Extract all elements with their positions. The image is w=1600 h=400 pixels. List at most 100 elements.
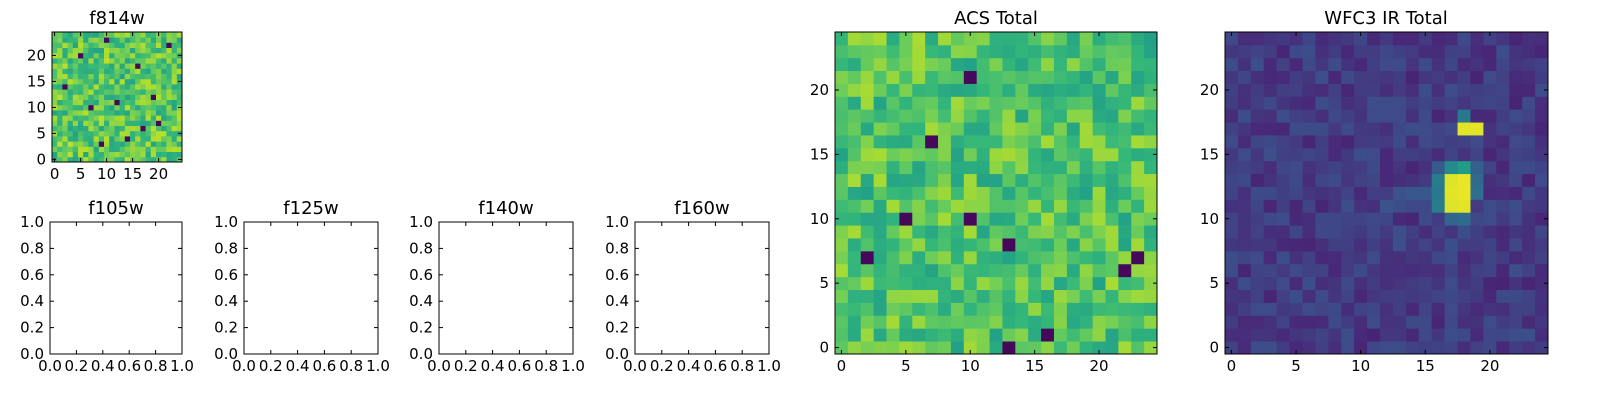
- heatmap-cell: [925, 57, 939, 72]
- heatmap-cell: [1496, 147, 1510, 162]
- heatmap-cell: [124, 52, 131, 59]
- heatmap-cell: [1041, 341, 1055, 355]
- heatmap-cell: [1431, 44, 1446, 59]
- heatmap-cell: [1289, 276, 1303, 290]
- heatmap-cell: [166, 78, 172, 85]
- heatmap-cell: [925, 199, 939, 213]
- heatmap-cell: [899, 328, 913, 342]
- heatmap-cell: [57, 32, 63, 38]
- x-tick-label: 20: [1089, 357, 1108, 375]
- heatmap-cell: [78, 125, 84, 132]
- heatmap-cell: [989, 83, 1003, 97]
- heatmap-cell: [1380, 160, 1394, 175]
- heatmap-cell: [1367, 147, 1381, 162]
- heatmap-cell: [161, 32, 167, 38]
- heatmap-cell: [1028, 263, 1042, 278]
- x-tick-label: 0.6: [312, 357, 336, 375]
- heatmap-cell: [1053, 250, 1068, 265]
- heatmap-cell: [52, 37, 58, 43]
- heatmap-cell: [1144, 57, 1158, 72]
- heatmap-cell: [171, 73, 178, 80]
- heatmap-cell: [1066, 186, 1081, 200]
- heatmap-cell: [1250, 57, 1265, 72]
- heatmap-cell: [886, 302, 900, 316]
- heatmap-cell: [938, 83, 952, 97]
- heatmap-cell: [860, 199, 875, 213]
- heatmap-cell: [1144, 83, 1158, 97]
- heatmap-cell: [67, 115, 74, 121]
- heatmap-cell: [1405, 32, 1420, 46]
- heatmap-cell: [1341, 302, 1355, 316]
- heatmap-cell: [1105, 276, 1119, 290]
- heatmap-cell: [1276, 122, 1290, 136]
- heatmap-cell: [98, 94, 105, 100]
- heatmap-cell: [1328, 57, 1342, 72]
- heatmap-cell: [119, 84, 126, 90]
- heatmap-cell: [78, 63, 84, 69]
- heatmap-cell: [1289, 263, 1303, 278]
- heatmap-cell: [1354, 70, 1368, 84]
- heatmap-cell: [72, 84, 79, 90]
- heatmap-cell: [1367, 32, 1381, 46]
- heatmap-cell: [57, 68, 63, 74]
- heatmap-cell: [1041, 250, 1055, 265]
- heatmap-cell: [171, 37, 178, 43]
- heatmap-cell: [135, 78, 141, 85]
- heatmap-cell: [1405, 83, 1420, 97]
- heatmap-cell: [161, 73, 167, 80]
- heatmap-cell: [145, 84, 152, 90]
- heatmap-cell: [1079, 173, 1093, 187]
- heatmap-cell: [1483, 276, 1497, 290]
- heatmap-cell: [950, 186, 965, 200]
- heatmap-cell: [1263, 83, 1278, 97]
- heatmap-cell: [1053, 135, 1068, 149]
- heatmap-cell: [912, 302, 926, 316]
- heatmap-cell: [176, 136, 183, 142]
- heatmap-cell: [1431, 135, 1446, 149]
- heatmap-cell: [62, 63, 68, 69]
- heatmap-cell: [1341, 96, 1355, 110]
- heatmap-cell: [1225, 109, 1239, 123]
- heatmap-cell: [938, 57, 952, 72]
- heatmap-cell: [912, 225, 926, 239]
- heatmap-cell: [912, 135, 926, 149]
- heatmap-cell: [1041, 147, 1055, 162]
- heatmap-cell: [1276, 135, 1290, 149]
- heatmap-cell: [1250, 263, 1265, 278]
- heatmap-cell: [57, 146, 63, 152]
- heatmap-cell: [912, 250, 926, 265]
- heatmap-cell: [114, 32, 120, 38]
- heatmap-cell: [1105, 160, 1119, 175]
- heatmap-cell: [161, 136, 167, 142]
- heatmap-cell: [925, 109, 939, 123]
- heatmap-cell: [1092, 315, 1106, 329]
- heatmap-cell: [1131, 289, 1145, 303]
- heatmap-cell: [976, 96, 990, 110]
- heatmap-cell: [119, 156, 126, 163]
- heatmap-cell: [976, 83, 990, 97]
- heatmap-cell: [1535, 122, 1549, 136]
- heatmap-cell: [98, 89, 105, 95]
- heatmap-cell: [114, 110, 120, 116]
- y-tick-label: 0.8: [20, 239, 44, 257]
- heatmap-cell: [1250, 147, 1265, 162]
- heatmap-cell: [1028, 315, 1042, 329]
- heatmap-cell: [1354, 238, 1368, 252]
- heatmap-cell: [1250, 276, 1265, 290]
- heatmap-cell: [150, 78, 157, 85]
- heatmap-cell: [847, 263, 862, 278]
- heatmap-cell: [1118, 276, 1132, 290]
- heatmap-cell: [963, 96, 978, 110]
- heatmap-cell: [963, 83, 978, 97]
- heatmap-cell: [78, 151, 84, 158]
- heatmap-cell: [976, 173, 990, 187]
- heatmap-cell: [109, 52, 115, 59]
- heatmap-cell: [1405, 302, 1420, 316]
- heatmap-cell: [171, 125, 178, 132]
- heatmap-cell: [1028, 57, 1042, 72]
- heatmap-cell: [1237, 328, 1252, 342]
- heatmap-cell: [1496, 289, 1510, 303]
- heatmap-cell: [98, 151, 105, 158]
- heatmap-cell: [161, 63, 167, 69]
- heatmap-cell: [1457, 83, 1471, 97]
